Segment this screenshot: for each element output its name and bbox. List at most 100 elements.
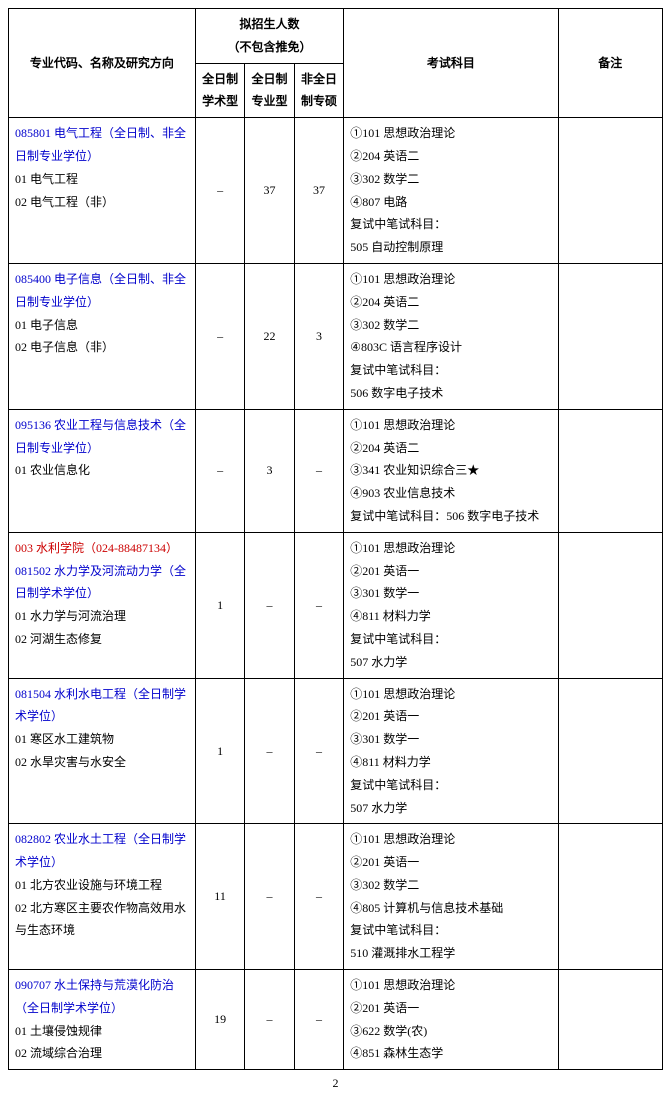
remark-cell <box>558 970 662 1070</box>
subject-line: ②204 英语二 <box>350 437 553 460</box>
major-line: 01 电子信息 <box>15 314 191 337</box>
major-line: 082802 农业水土工程（全日制学术学位） <box>15 828 191 874</box>
subject-line: ④811 材料力学 <box>350 605 553 628</box>
table-row: 095136 农业工程与信息技术（全日制专业学位）01 农业信息化–3–①101… <box>9 409 663 532</box>
remark-cell <box>558 678 662 824</box>
major-line: 090707 水土保持与荒漠化防治（全日制学术学位） <box>15 974 191 1020</box>
subject-line: ④805 计算机与信息技术基础 <box>350 897 553 920</box>
major-cell: 090707 水土保持与荒漠化防治（全日制学术学位）01 土壤侵蚀规律02 流域… <box>9 970 196 1070</box>
major-line: 02 流域综合治理 <box>15 1042 191 1065</box>
count-n3: 3 <box>294 263 343 409</box>
remark-cell <box>558 118 662 264</box>
table-header: 专业代码、名称及研究方向 拟招生人数 （不包含推免） 考试科目 备注 全日制 学… <box>9 9 663 118</box>
major-line: 01 农业信息化 <box>15 459 191 482</box>
subjects-cell: ①101 思想政治理论②201 英语一③301 数学一④811 材料力学复试中笔… <box>344 678 558 824</box>
subject-line: ②201 英语一 <box>350 560 553 583</box>
count-n1: 1 <box>195 678 244 824</box>
table-row: 090707 水土保持与荒漠化防治（全日制学术学位）01 土壤侵蚀规律02 流域… <box>9 970 663 1070</box>
count-n2: 22 <box>245 263 294 409</box>
major-line: 095136 农业工程与信息技术（全日制专业学位） <box>15 414 191 460</box>
major-line: 01 北方农业设施与环境工程 <box>15 874 191 897</box>
remark-cell <box>558 824 662 970</box>
major-cell: 003 水利学院（024-88487134）081502 水力学及河流动力学（全… <box>9 532 196 678</box>
subject-line: ①101 思想政治理论 <box>350 122 553 145</box>
table-row: 081504 水利水电工程（全日制学术学位）01 寒区水工建筑物02 水旱灾害与… <box>9 678 663 824</box>
count-n3: – <box>294 409 343 532</box>
header-enroll: 拟招生人数 （不包含推免） <box>195 9 343 64</box>
count-n2: 37 <box>245 118 294 264</box>
subject-line: ②201 英语一 <box>350 851 553 874</box>
subject-line: 507 水力学 <box>350 797 553 820</box>
remark-cell <box>558 409 662 532</box>
subject-line: ③622 数学(农) <box>350 1020 553 1043</box>
major-line: 01 水力学与河流治理 <box>15 605 191 628</box>
count-n3: – <box>294 532 343 678</box>
major-line: 01 寒区水工建筑物 <box>15 728 191 751</box>
subject-line: 复试中笔试科目：506 数字电子技术 <box>350 505 553 528</box>
subject-line: ③302 数学二 <box>350 874 553 897</box>
subject-line: ②204 英语二 <box>350 145 553 168</box>
count-n3: – <box>294 824 343 970</box>
subject-line: ①101 思想政治理论 <box>350 537 553 560</box>
subject-line: ①101 思想政治理论 <box>350 683 553 706</box>
count-n2: – <box>245 532 294 678</box>
count-n2: 3 <box>245 409 294 532</box>
count-n1: 19 <box>195 970 244 1070</box>
subjects-cell: ①101 思想政治理论②204 英语二③302 数学二④803C 语言程序设计复… <box>344 263 558 409</box>
count-n2: – <box>245 970 294 1070</box>
subject-line: ①101 思想政治理论 <box>350 268 553 291</box>
subject-line: 复试中笔试科目： <box>350 919 553 942</box>
subject-line: ③302 数学二 <box>350 168 553 191</box>
subject-line: ③302 数学二 <box>350 314 553 337</box>
subject-line: ①101 思想政治理论 <box>350 974 553 997</box>
major-line: 02 电子信息（非） <box>15 336 191 359</box>
count-n1: – <box>195 409 244 532</box>
table-body: 085801 电气工程（全日制、非全日制专业学位）01 电气工程02 电气工程（… <box>9 118 663 1070</box>
major-line: 003 水利学院（024-88487134） <box>15 537 191 560</box>
subject-line: ③301 数学一 <box>350 582 553 605</box>
subjects-cell: ①101 思想政治理论②204 英语二③302 数学二④807 电路复试中笔试科… <box>344 118 558 264</box>
major-cell: 081504 水利水电工程（全日制学术学位）01 寒区水工建筑物02 水旱灾害与… <box>9 678 196 824</box>
major-line: 02 河湖生态修复 <box>15 628 191 651</box>
major-line: 02 北方寒区主要农作物高效用水与生态环境 <box>15 897 191 943</box>
subject-line: ③341 农业知识综合三★ <box>350 459 553 482</box>
subject-line: ②201 英语一 <box>350 705 553 728</box>
subjects-cell: ①101 思想政治理论②201 英语一③622 数学(农)④851 森林生态学 <box>344 970 558 1070</box>
subject-line: ③301 数学一 <box>350 728 553 751</box>
major-line: 02 电气工程（非） <box>15 191 191 214</box>
major-line: 01 电气工程 <box>15 168 191 191</box>
table-row: 003 水利学院（024-88487134）081502 水力学及河流动力学（全… <box>9 532 663 678</box>
subject-line: 复试中笔试科目： <box>350 774 553 797</box>
header-subjects: 考试科目 <box>344 9 558 118</box>
major-cell: 085400 电子信息（全日制、非全日制专业学位）01 电子信息02 电子信息（… <box>9 263 196 409</box>
count-n3: – <box>294 678 343 824</box>
subjects-cell: ①101 思想政治理论②201 英语一③301 数学一④811 材料力学复试中笔… <box>344 532 558 678</box>
subject-line: ④903 农业信息技术 <box>350 482 553 505</box>
major-cell: 082802 农业水土工程（全日制学术学位）01 北方农业设施与环境工程02 北… <box>9 824 196 970</box>
count-n3: 37 <box>294 118 343 264</box>
count-n3: – <box>294 970 343 1070</box>
subject-line: 复试中笔试科目： <box>350 628 553 651</box>
subject-line: 复试中笔试科目： <box>350 359 553 382</box>
subject-line: ②204 英语二 <box>350 291 553 314</box>
subject-line: ①101 思想政治理论 <box>350 828 553 851</box>
remark-cell <box>558 263 662 409</box>
major-line: 02 水旱灾害与水安全 <box>15 751 191 774</box>
subject-line: ④811 材料力学 <box>350 751 553 774</box>
subject-line: ①101 思想政治理论 <box>350 414 553 437</box>
remark-cell <box>558 532 662 678</box>
header-remark: 备注 <box>558 9 662 118</box>
major-line: 01 土壤侵蚀规律 <box>15 1020 191 1043</box>
major-line: 081502 水力学及河流动力学（全日制学术学位） <box>15 560 191 606</box>
count-n1: – <box>195 118 244 264</box>
major-line: 081504 水利水电工程（全日制学术学位） <box>15 683 191 729</box>
count-n1: 1 <box>195 532 244 678</box>
major-line: 085400 电子信息（全日制、非全日制专业学位） <box>15 268 191 314</box>
count-n2: – <box>245 678 294 824</box>
header-n1: 全日制 学术型 <box>195 63 244 118</box>
subject-line: 506 数字电子技术 <box>350 382 553 405</box>
subject-line: ④807 电路 <box>350 191 553 214</box>
header-n3: 非全日 制专硕 <box>294 63 343 118</box>
count-n1: – <box>195 263 244 409</box>
admissions-table: 专业代码、名称及研究方向 拟招生人数 （不包含推免） 考试科目 备注 全日制 学… <box>8 8 663 1070</box>
